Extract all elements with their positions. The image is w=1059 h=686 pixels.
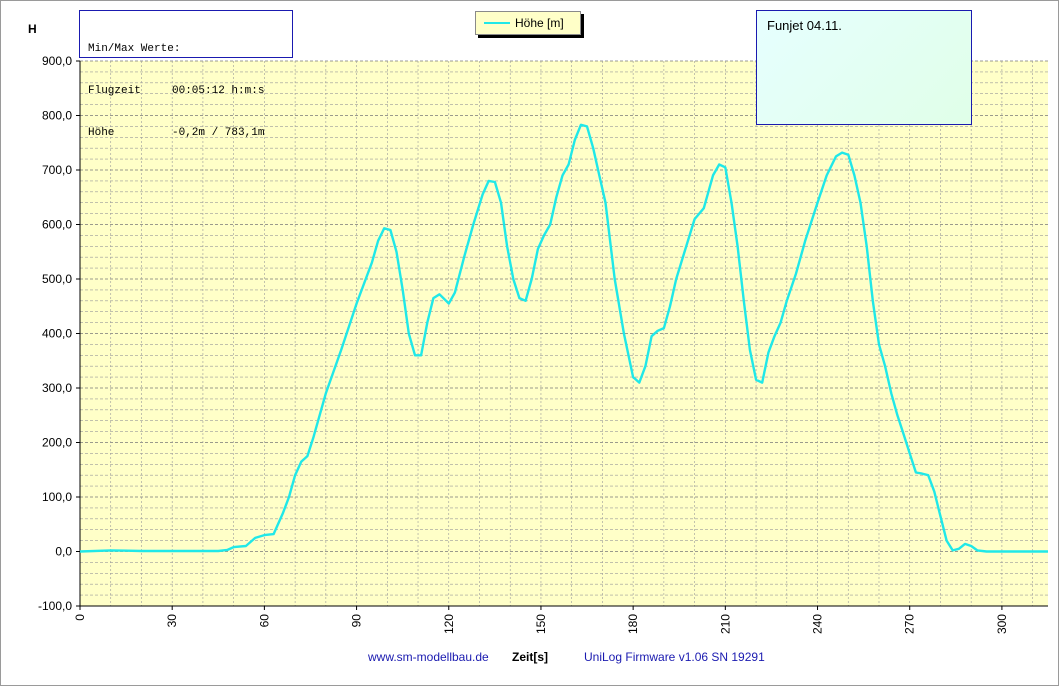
footer-firmware: UniLog Firmware v1.06 SN 19291 bbox=[584, 650, 765, 664]
plot-area: -100,0 0,0 100,0 200,0 300,0 400,0 500,0 600,0 7… bbox=[38, 54, 1048, 634]
x-tick-label: 120 bbox=[442, 614, 456, 634]
x-tick-label: 240 bbox=[811, 614, 825, 634]
minmax-row2-value: -0,2m / 783,1m bbox=[172, 127, 265, 139]
y-tick-label: 400,0 bbox=[42, 327, 72, 341]
y-tick-label: 200,0 bbox=[42, 436, 72, 450]
x-tick-label: 180 bbox=[626, 614, 640, 634]
x-tick-label: 30 bbox=[165, 614, 179, 628]
minmax-row2-label: Höhe bbox=[88, 127, 115, 139]
y-tick-label: 300,0 bbox=[42, 381, 72, 395]
y-axis-label: H bbox=[28, 22, 37, 36]
y-tick-label: 0,0 bbox=[55, 545, 72, 559]
minmax-row-flugzeit: Flugzeit 00:05:12 h:m:s bbox=[88, 84, 292, 98]
minmax-box: Min/Max Werte: Flugzeit 00:05:12 h:m:s Hö… bbox=[79, 10, 293, 139]
note-text: Funjet 04.11. bbox=[767, 18, 842, 33]
legend-line-swatch bbox=[484, 22, 510, 24]
y-tick-label: 600,0 bbox=[42, 218, 72, 232]
x-tick-label: 300 bbox=[995, 614, 1009, 634]
minmax-row-hoehe: Höhe -0,2m / 783,1m bbox=[88, 126, 292, 140]
footer-link[interactable]: www.sm-modellbau.de bbox=[368, 650, 489, 664]
x-tick-label: 0 bbox=[73, 614, 87, 621]
series-line-hoehe bbox=[79, 123, 1048, 553]
x-tick-label: 210 bbox=[718, 614, 732, 634]
legend-label: Höhe [m] bbox=[515, 16, 564, 30]
minmax-title: Min/Max Werte: bbox=[88, 43, 181, 55]
x-tick-label: 150 bbox=[534, 614, 548, 634]
y-tick-label: -100,0 bbox=[38, 599, 72, 613]
y-tick-label: 500,0 bbox=[42, 272, 72, 286]
y-tick-label: 800,0 bbox=[42, 109, 72, 123]
minmax-row1-value: 00:05:12 h:m:s bbox=[172, 85, 265, 97]
legend: Höhe [m] bbox=[475, 11, 581, 35]
y-tick-label: 100,0 bbox=[42, 490, 72, 504]
note-box: Funjet 04.11. bbox=[756, 10, 972, 125]
x-axis-label: Zeit[s] bbox=[512, 650, 548, 664]
x-tick-label: 270 bbox=[903, 614, 917, 634]
y-tick-label: 700,0 bbox=[42, 163, 72, 177]
minmax-row1-label: Flugzeit bbox=[88, 85, 141, 97]
x-tick-label: 90 bbox=[350, 614, 364, 628]
y-tick-label: 900,0 bbox=[42, 54, 72, 68]
x-tick-label: 60 bbox=[257, 614, 271, 628]
